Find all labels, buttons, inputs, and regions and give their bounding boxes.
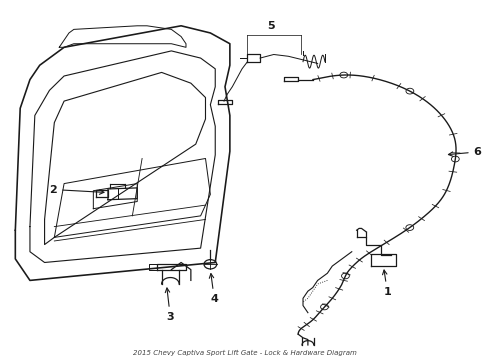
Text: 3: 3 [165,288,174,322]
Text: 2015 Chevy Captiva Sport Lift Gate - Lock & Hardware Diagram: 2015 Chevy Captiva Sport Lift Gate - Loc… [132,350,356,356]
Text: 6: 6 [447,147,481,157]
Text: 1: 1 [382,270,390,297]
Text: 5: 5 [267,21,275,31]
Text: 2: 2 [49,185,104,194]
Text: 4: 4 [209,274,218,304]
